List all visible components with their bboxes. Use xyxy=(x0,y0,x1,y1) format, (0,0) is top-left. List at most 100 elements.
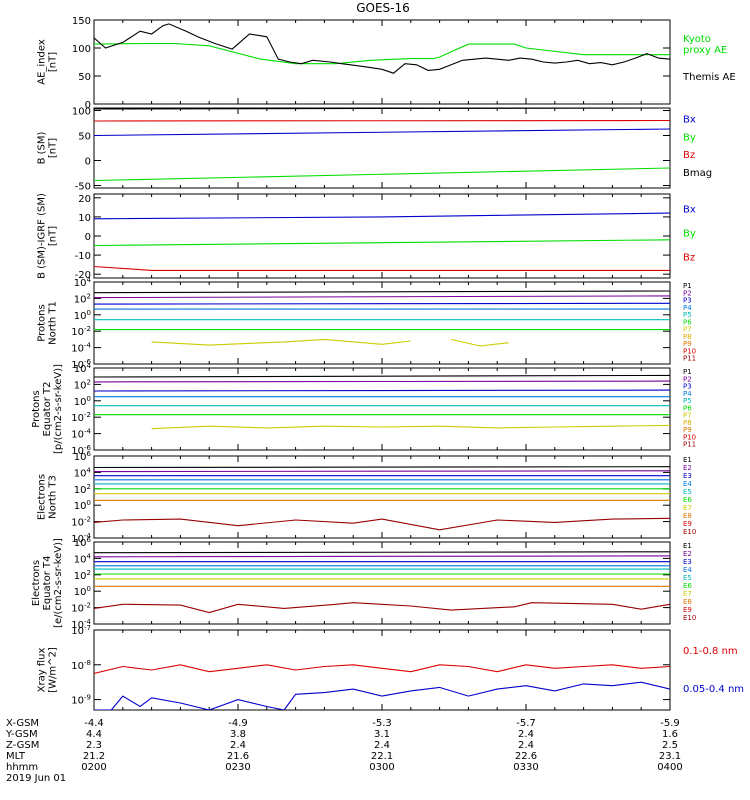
legend-label: P4 xyxy=(683,390,692,398)
footer-value: 1.6 xyxy=(662,729,678,740)
legend-label: P11 xyxy=(683,355,696,363)
series-line-e2 xyxy=(94,555,670,558)
series-line-e1 xyxy=(94,551,670,554)
y-tick-label: 20 xyxy=(78,194,91,205)
y-axis-label: B (SM)-IGRF (SM) xyxy=(37,193,48,279)
panel-frame xyxy=(93,367,671,451)
y-tick-label: 102 xyxy=(74,569,91,582)
legend-label: E2 xyxy=(683,464,692,472)
panel-frame xyxy=(93,193,671,279)
panel-frame xyxy=(93,629,671,711)
footer-value: 2.4 xyxy=(518,740,534,751)
series-line-by xyxy=(94,239,670,247)
legend-label: E10 xyxy=(683,528,696,536)
legend-label: E4 xyxy=(683,566,692,574)
y-tick-label: 10-2 xyxy=(71,602,91,615)
footer-value: -5.7 xyxy=(516,718,536,729)
y-tick-label: 100 xyxy=(74,309,91,322)
y-tick-label: 10-2 xyxy=(71,411,91,424)
panel-frame xyxy=(93,281,671,365)
series-line-p3 xyxy=(94,302,670,305)
y-tick-label: 102 xyxy=(74,378,91,391)
legend-label: E4 xyxy=(683,480,692,488)
y-tick-label: 104 xyxy=(74,552,92,565)
legend-label: By xyxy=(683,228,696,239)
series-line-bx xyxy=(94,212,670,220)
legend-label: P9 xyxy=(683,426,692,434)
y-tick-label: 10-7 xyxy=(71,624,91,637)
series-line-themis-ae xyxy=(94,23,670,74)
footer-row-label: Y-GSM xyxy=(5,729,38,740)
legend-label: Themis AE xyxy=(682,72,736,83)
legend-label: E2 xyxy=(683,550,692,558)
legend-label: P6 xyxy=(683,318,692,326)
series-line-kyoto-proxy-ae xyxy=(94,42,670,65)
series-line-p7 xyxy=(151,424,670,430)
footer-value: 23.1 xyxy=(659,751,681,762)
y-tick-label: 0 xyxy=(85,157,91,168)
legend-label: Bz xyxy=(683,252,695,263)
series-line-bx xyxy=(94,128,670,137)
series-line-bz xyxy=(94,265,670,271)
footer-value: 21.2 xyxy=(83,751,105,762)
y-tick-label: 50 xyxy=(78,132,91,143)
panel-frame xyxy=(93,455,671,539)
footer-value: -5.9 xyxy=(660,718,680,729)
legend-label: E7 xyxy=(683,590,692,598)
y-tick-label: 106 xyxy=(74,450,92,463)
legend-label: P3 xyxy=(683,383,692,391)
series-line-0-05-0-4-nm xyxy=(94,681,670,710)
footer-value: 22.1 xyxy=(371,751,393,762)
y-tick-label: 100 xyxy=(74,395,91,408)
footer-value: 2.5 xyxy=(662,740,678,751)
legend-label: Bmag xyxy=(683,168,712,179)
legend-label: P9 xyxy=(683,340,692,348)
panel-eequator: 10-4 10-2 100 102 104 106 Electrons Equator T4[… xyxy=(31,536,696,631)
y-axis-label: [nT] xyxy=(48,52,59,72)
footer-value: 2.4 xyxy=(374,740,390,751)
footer-value: 3.1 xyxy=(374,729,390,740)
footer-value: 22.6 xyxy=(515,751,537,762)
legend-label: E5 xyxy=(683,488,692,496)
legend-label: P7 xyxy=(683,326,692,334)
legend-label: By xyxy=(683,132,696,143)
legend-label: P11 xyxy=(683,441,696,449)
footer-date: 2019 Jun 01 xyxy=(6,773,66,784)
y-axis-label: Equator T2 xyxy=(42,382,53,437)
legend-label: P1 xyxy=(683,282,692,290)
y-axis-label: Protons xyxy=(37,304,48,341)
panel-xray: 10-9 10-8 10-7 Xray flux [W/m^2] 0.1-0.8 nm 0.… xyxy=(37,624,744,711)
y-tick-label: 10-6 xyxy=(71,358,91,371)
y-axis-label: [nT] xyxy=(48,226,59,246)
legend-label: P6 xyxy=(683,404,692,412)
y-tick-label: 50 xyxy=(78,72,91,83)
y-axis-label: [nT] xyxy=(48,138,59,158)
y-tick-label: -50 xyxy=(75,182,91,193)
legend-label: E3 xyxy=(683,558,692,566)
y-tick-label: 10-6 xyxy=(71,444,91,457)
footer-value: 2.3 xyxy=(86,740,102,751)
legend-label: E8 xyxy=(683,512,692,520)
series-line-p1 xyxy=(94,290,670,294)
y-tick-label: 10 xyxy=(78,213,91,224)
panel-bigrf: -20 -10 0 10 20 B (SM)-IGRF (SM) [nT] Bx By Bz xyxy=(37,193,696,281)
series-line-e9 xyxy=(94,517,670,531)
series-line-p2 xyxy=(94,295,670,299)
series-line-e1 xyxy=(94,466,670,469)
y-axis-label: Equator T4 xyxy=(42,556,53,611)
series-line-p3 xyxy=(94,389,670,392)
y-tick-label: 100 xyxy=(72,107,91,118)
series-line-0-1-0-8-nm xyxy=(94,664,670,675)
y-axis-label: [p/(cm2-s-sr-keV)] xyxy=(53,364,64,454)
y-tick-label: 10-2 xyxy=(71,325,91,338)
footer-row-label: Z-GSM xyxy=(6,740,39,751)
footer-row-label: MLT xyxy=(6,751,26,762)
series-line-p1 xyxy=(94,374,670,378)
legend-label: E6 xyxy=(683,496,692,504)
series-line-e2 xyxy=(94,470,670,473)
panel-frame xyxy=(93,107,671,189)
y-axis-label: [e/(cm2-s-sr-keV)] xyxy=(53,538,64,628)
